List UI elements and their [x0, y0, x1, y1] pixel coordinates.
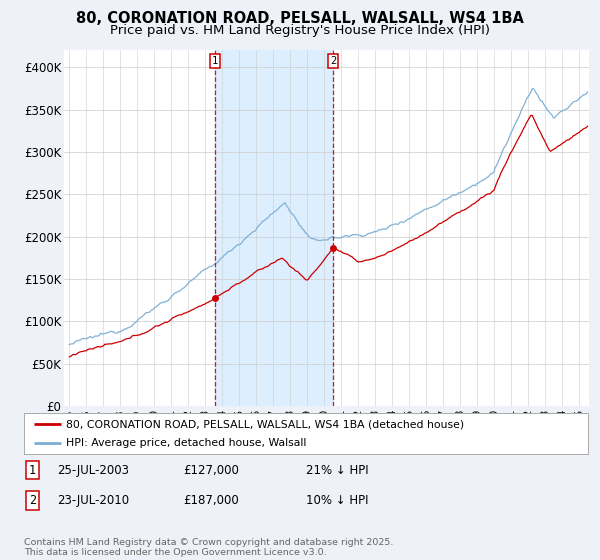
Text: 1: 1 — [211, 56, 218, 66]
Text: Contains HM Land Registry data © Crown copyright and database right 2025.
This d: Contains HM Land Registry data © Crown c… — [24, 538, 394, 557]
Bar — [215, 50, 334, 406]
Text: £127,000: £127,000 — [183, 464, 239, 477]
Text: 80, CORONATION ROAD, PELSALL, WALSALL, WS4 1BA: 80, CORONATION ROAD, PELSALL, WALSALL, W… — [76, 11, 524, 26]
Text: 25-JUL-2003: 25-JUL-2003 — [57, 464, 129, 477]
Text: 2: 2 — [29, 494, 36, 507]
Text: 10% ↓ HPI: 10% ↓ HPI — [306, 494, 368, 507]
Text: 21% ↓ HPI: 21% ↓ HPI — [306, 464, 368, 477]
Text: HPI: Average price, detached house, Walsall: HPI: Average price, detached house, Wals… — [66, 438, 307, 447]
Text: 80, CORONATION ROAD, PELSALL, WALSALL, WS4 1BA (detached house): 80, CORONATION ROAD, PELSALL, WALSALL, W… — [66, 419, 464, 429]
Text: 2: 2 — [331, 56, 337, 66]
Text: 1: 1 — [29, 464, 36, 477]
Text: 23-JUL-2010: 23-JUL-2010 — [57, 494, 129, 507]
Text: £187,000: £187,000 — [183, 494, 239, 507]
Text: Price paid vs. HM Land Registry's House Price Index (HPI): Price paid vs. HM Land Registry's House … — [110, 24, 490, 36]
